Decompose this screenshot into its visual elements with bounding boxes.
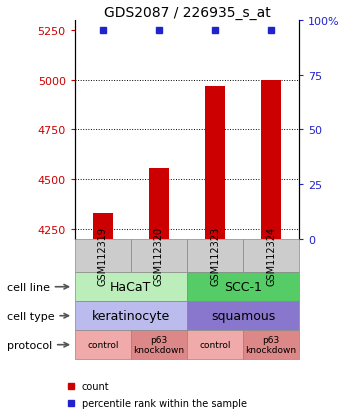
Text: protocol: protocol [7,340,68,350]
Bar [187,301,299,330]
Text: squamous: squamous [211,309,275,323]
Bar [131,330,187,359]
Text: p63
knockdown: p63 knockdown [133,335,185,354]
Text: control: control [199,340,231,349]
Bar [187,273,299,301]
Bar [243,330,299,359]
Text: control: control [87,340,119,349]
Bar [75,273,187,301]
Bar [131,240,187,273]
Bar [75,240,131,273]
Bar [75,301,187,330]
Text: GSM112319: GSM112319 [98,227,108,285]
Text: p63
knockdown: p63 knockdown [245,335,297,354]
Bar [205,86,225,240]
Text: keratinocyte: keratinocyte [92,309,170,323]
Bar [261,81,281,240]
Text: HaCaT: HaCaT [110,280,152,294]
Bar [243,240,299,273]
Bar [187,240,243,273]
Text: count: count [82,381,109,391]
Text: cell line: cell line [7,282,68,292]
Text: GSM112323: GSM112323 [210,227,220,285]
Bar [149,169,169,240]
Text: GSM112324: GSM112324 [266,227,276,285]
Text: percentile rank within the sample: percentile rank within the sample [82,398,246,408]
Text: cell type: cell type [7,311,68,321]
Text: GSM112320: GSM112320 [154,227,164,285]
Bar [187,330,243,359]
Bar [75,330,131,359]
Bar [93,214,113,240]
Title: GDS2087 / 226935_s_at: GDS2087 / 226935_s_at [104,6,270,20]
Text: SCC-1: SCC-1 [224,280,262,294]
